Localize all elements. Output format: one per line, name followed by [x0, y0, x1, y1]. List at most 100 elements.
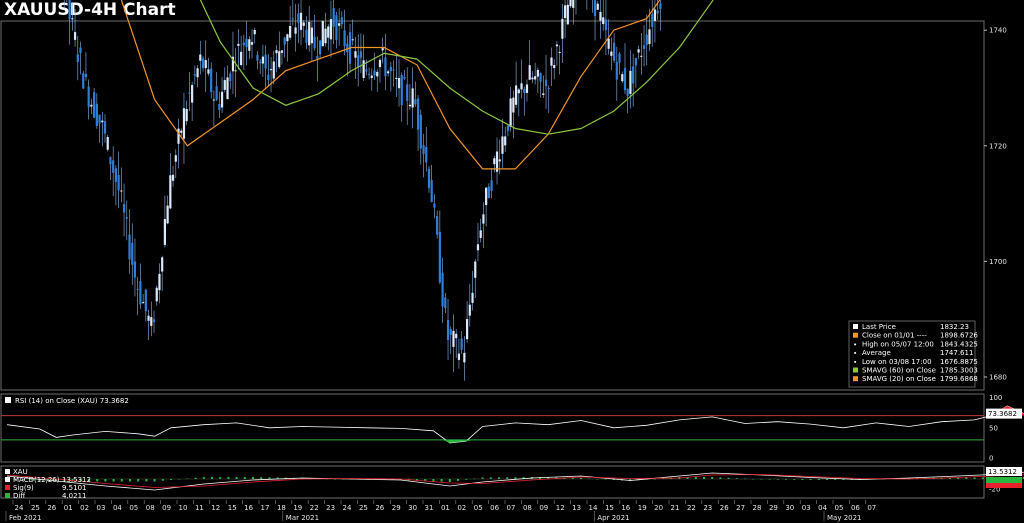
macd-legend-label: Diff — [13, 492, 25, 500]
legend-swatch — [853, 332, 858, 338]
candle-body — [171, 174, 175, 181]
x-tick-label: 02 — [80, 504, 89, 512]
x-month-label: Apr 2021 — [597, 514, 629, 522]
candle-body — [452, 330, 455, 347]
candle-body — [378, 59, 382, 68]
x-month-label: Feb 2021 — [9, 514, 41, 522]
candle-body — [395, 77, 398, 79]
rsi-oversold-fill — [443, 439, 477, 443]
candle-body — [332, 7, 335, 27]
candle-body — [615, 62, 618, 80]
candle-body — [76, 54, 79, 63]
macd-tick-label: -20 — [989, 486, 1000, 494]
macd-histogram-bar — [760, 479, 763, 480]
y-tick-label: 1740 — [989, 27, 1007, 35]
macd-histogram-bar — [662, 478, 664, 479]
candle-body — [299, 12, 303, 30]
macd-histogram-bar — [776, 479, 779, 480]
x-tick-label: 20 — [654, 504, 663, 512]
candle-body — [501, 136, 504, 154]
candle-body — [103, 121, 107, 134]
candle-body — [166, 205, 169, 224]
candle-body — [367, 73, 371, 76]
x-tick-label: 05 — [474, 504, 483, 512]
candle-body — [419, 114, 422, 149]
candle-body — [272, 61, 275, 79]
x-tick-label: 26 — [375, 504, 384, 512]
macd-histogram-bar — [14, 479, 17, 481]
candle-body — [547, 88, 550, 90]
macd-histogram-bar — [801, 479, 804, 480]
candle-body — [250, 42, 254, 45]
candle-body — [389, 66, 392, 72]
candle-body — [433, 203, 436, 208]
candle-body — [316, 55, 319, 60]
candle-body — [416, 98, 420, 130]
candle-body — [397, 77, 401, 89]
candle-body — [231, 56, 235, 72]
x-tick-label: 09 — [162, 504, 171, 512]
macd-sig-tag — [986, 483, 1022, 488]
candle-body — [269, 69, 273, 71]
candle-body — [305, 29, 308, 43]
x-tick-label: 23 — [326, 504, 335, 512]
x-tick-label: 03 — [97, 504, 106, 512]
macd-histogram-bar — [973, 477, 976, 479]
candle-body — [444, 297, 447, 309]
candle-body — [229, 73, 232, 81]
x-tick-label: 14 — [589, 504, 598, 512]
candle-body — [610, 51, 613, 56]
macd-histogram-bar — [219, 477, 222, 479]
x-tick-label: 30 — [785, 504, 794, 512]
macd-histogram-bar — [252, 477, 254, 479]
candle-body — [220, 91, 224, 108]
candle-body — [482, 214, 485, 224]
candle-body — [245, 38, 248, 48]
candle-body — [531, 77, 534, 80]
x-tick-label: 15 — [605, 504, 614, 512]
candle-body — [599, 11, 602, 21]
candle-body — [422, 145, 425, 154]
x-tick-label: 03 — [802, 504, 811, 512]
candle-body — [632, 66, 635, 84]
macd-histogram-bar — [465, 479, 468, 480]
macd-histogram-bar — [711, 477, 714, 479]
x-tick-label: 26 — [720, 504, 729, 512]
legend-label: SMAVG (20) on Close — [862, 375, 936, 383]
macd-histogram-bar — [817, 479, 820, 480]
chart-title: XAUUSD-4H Chart — [4, 0, 176, 20]
candle-body — [593, 0, 597, 16]
macd-histogram-bar — [514, 477, 517, 479]
x-tick-label: 11 — [195, 504, 204, 512]
x-month-label: May 2021 — [827, 514, 862, 522]
macd-histogram-bar — [416, 479, 418, 481]
macd-last-tag-label: 13.5312 — [988, 468, 1017, 476]
macd-histogram-bar — [588, 478, 591, 479]
x-tick-label: 28 — [753, 504, 762, 512]
rsi-tick-label: 0 — [989, 455, 993, 463]
x-tick-label: 19 — [638, 504, 647, 512]
candle-body — [204, 60, 207, 69]
macd-histogram-bar — [79, 479, 82, 482]
candle-body — [210, 68, 213, 93]
candle-body — [240, 51, 243, 66]
macd-histogram-bar — [547, 477, 550, 479]
legend-box: Last Price 1832.23 Close on 01/01 ---- 1898… — [848, 320, 978, 388]
candle-body — [354, 51, 357, 58]
candle-body — [403, 76, 406, 79]
candle-body — [215, 86, 218, 100]
rsi-legend-swatch — [5, 397, 11, 403]
macd-histogram-bar — [596, 479, 599, 480]
candle-body — [351, 39, 354, 41]
candle-body — [498, 159, 501, 162]
price-panel: 1680170017201740176017801800182018401860… — [0, 0, 1007, 391]
x-tick-label: 06 — [490, 504, 499, 512]
candle-body — [286, 34, 289, 42]
macd-legend-swatch — [5, 485, 10, 490]
candle-body — [150, 317, 153, 326]
candle-body — [640, 55, 643, 57]
candle-body — [199, 54, 202, 61]
candle-body — [131, 242, 134, 265]
macd-histogram-bar — [448, 479, 451, 482]
candle-body — [87, 86, 90, 107]
